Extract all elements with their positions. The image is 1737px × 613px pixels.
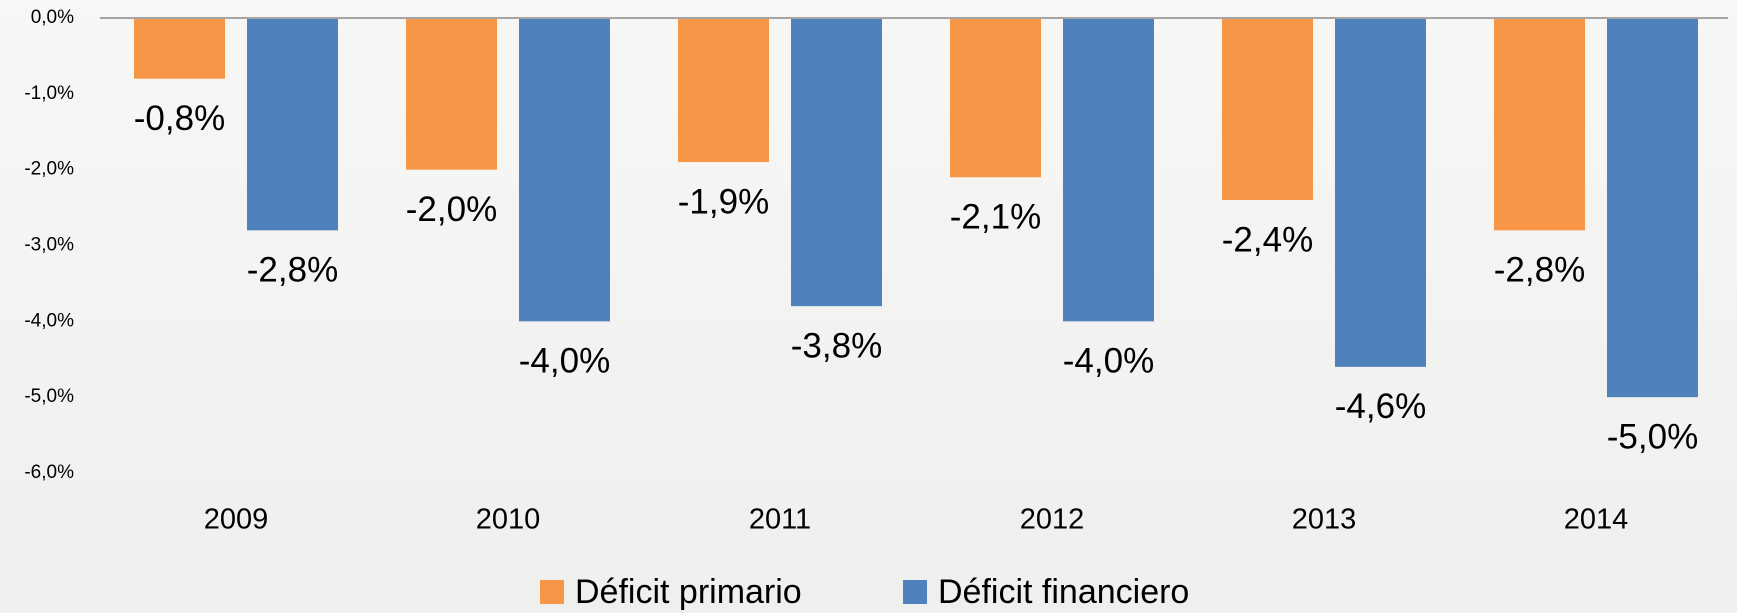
x-tick-label: 2013 (1292, 504, 1357, 536)
value-label: -5,0% (1607, 417, 1698, 456)
legend-swatch (903, 580, 927, 604)
value-label: -4,0% (1063, 342, 1154, 381)
value-label: -2,1% (950, 198, 1041, 237)
value-label: -4,0% (519, 342, 610, 381)
y-tick-label: -3,0% (24, 235, 74, 256)
value-label: -3,8% (791, 326, 882, 365)
x-tick-label: 2012 (1020, 504, 1085, 536)
bar (247, 18, 338, 231)
x-tick-label: 2009 (204, 504, 269, 536)
value-label: -4,6% (1335, 387, 1426, 426)
legend-label: Déficit financiero (938, 573, 1189, 611)
bar (1222, 18, 1313, 200)
bar (791, 18, 882, 307)
bar (678, 18, 769, 163)
bar (1607, 18, 1698, 398)
bar (134, 18, 225, 79)
value-label: -2,8% (247, 251, 338, 290)
bar (950, 18, 1041, 178)
value-label: -2,4% (1222, 220, 1313, 259)
value-label: -0,8% (134, 99, 225, 138)
x-tick-label: 2011 (749, 504, 811, 536)
x-tick-label: 2010 (476, 504, 541, 536)
bar (1494, 18, 1585, 231)
value-label: -2,8% (1494, 251, 1585, 290)
bar (1063, 18, 1154, 322)
y-tick-label: -6,0% (24, 462, 74, 483)
y-tick-label: -4,0% (24, 310, 74, 331)
legend-swatch (540, 580, 564, 604)
x-tick-label: 2014 (1564, 504, 1629, 536)
y-tick-label: -5,0% (24, 386, 74, 407)
value-label: -2,0% (406, 190, 497, 229)
y-tick-label: -2,0% (24, 159, 74, 180)
legend-label: Déficit primario (575, 573, 802, 611)
value-label: -1,9% (678, 182, 769, 221)
y-tick-label: -1,0% (24, 83, 74, 104)
bar (406, 18, 497, 170)
y-tick-label: 0,0% (31, 7, 74, 28)
bar (1335, 18, 1426, 367)
bar (519, 18, 610, 322)
